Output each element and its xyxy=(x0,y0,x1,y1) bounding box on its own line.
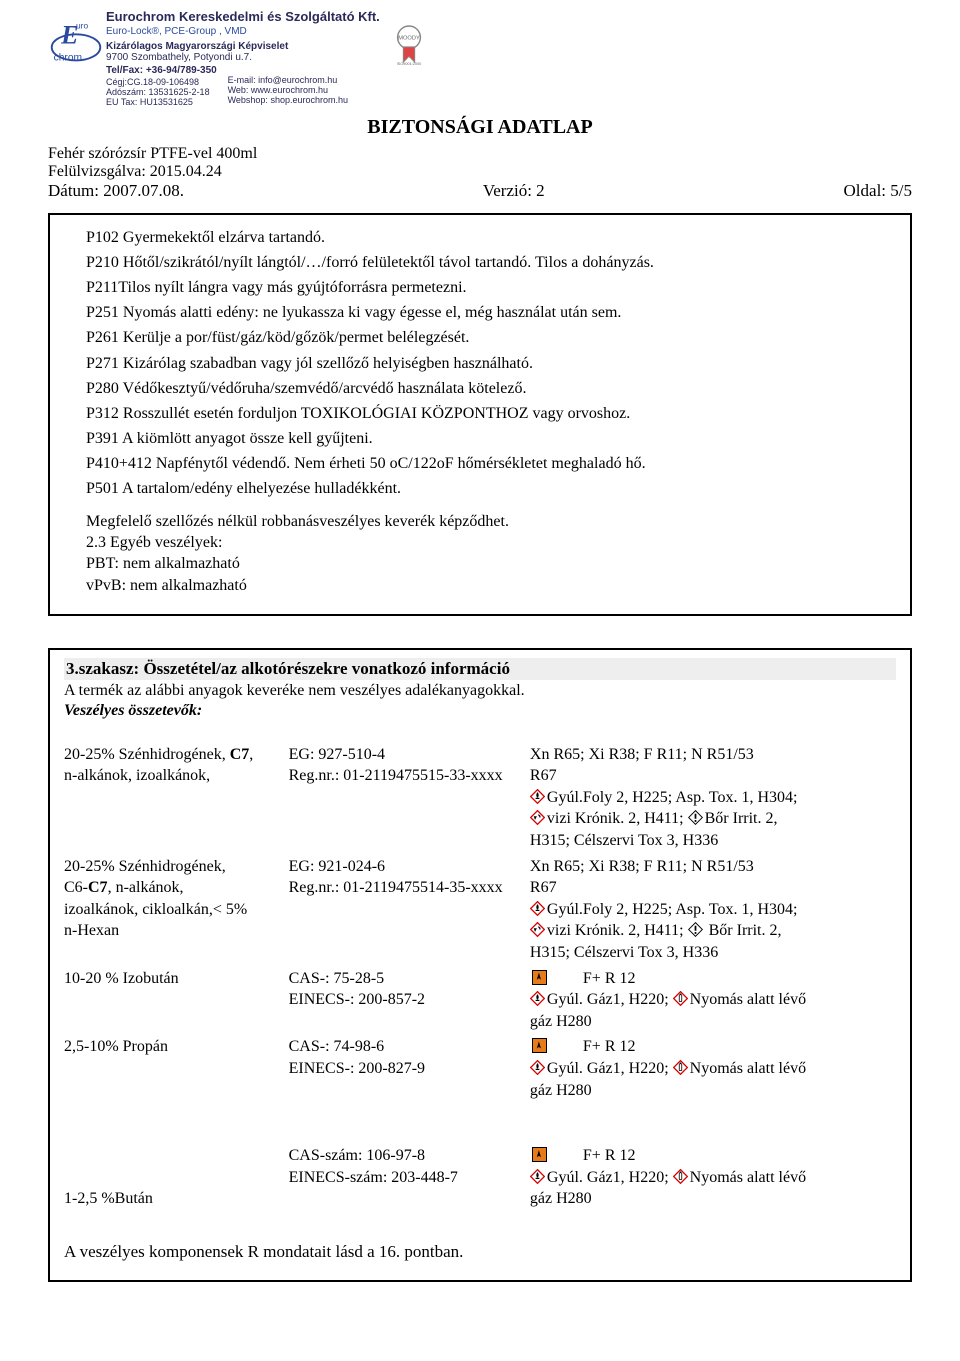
vpvb-line: vPvB: nem alkalmazható xyxy=(86,575,896,596)
gas-cylinder-icon xyxy=(673,1060,688,1075)
component-row: 20-25% Szénhidrogének, C7, n-alkánok, iz… xyxy=(64,744,896,856)
component-ids: CAS-: 75-28-5 EINECS-: 200-857-2 xyxy=(289,968,530,1037)
component-ids: EG: 921-024-6 Reg.nr.: 01-2119475514-35-… xyxy=(289,856,530,968)
explosive-note: Megfelelő szellőzés nélkül robbanásveszé… xyxy=(86,511,896,532)
p-statement: P251 Nyomás alatti edény: ne lyukassza k… xyxy=(86,302,896,323)
exclamation-icon xyxy=(688,922,703,937)
svg-text:chrom: chrom xyxy=(54,52,82,63)
footer-note: A veszélyes komponensek R mondatait lásd… xyxy=(64,1242,896,1262)
p-statement: P271 Kizárólag szabadban vagy jól szellő… xyxy=(86,353,896,374)
p-statement: P410+412 Napfénytől védendő. Nem érheti … xyxy=(86,453,896,474)
components-table: 20-25% Szénhidrogének, C7, n-alkánok, iz… xyxy=(64,744,896,1214)
p-statement: P211Tilos nyílt lángra vagy más gyújtófo… xyxy=(86,277,896,298)
environment-icon xyxy=(530,810,545,825)
address: 9700 Szombathely, Potyondi u.7. xyxy=(106,52,380,63)
logo-block: E chrom uro Eurochrom Kereskedelmi és Sz… xyxy=(48,10,428,108)
p-statement: P280 Védőkesztyű/védőruha/szemvédő/arcvé… xyxy=(86,378,896,399)
flame-icon xyxy=(530,1169,545,1184)
reg-numbers: Cégj:CG.18-09-106498 Adószám: 13531625-2… xyxy=(106,78,210,108)
flammable-square-icon xyxy=(532,1147,547,1162)
company-name: Eurochrom Kereskedelmi és Szolgáltató Kf… xyxy=(106,10,380,24)
p-statement: P501 A tartalom/edény elhelyezése hullad… xyxy=(86,478,896,499)
section-3-intro: A termék az alábbi anyagok keveréke nem … xyxy=(64,682,896,700)
section-2-box: P102 Gyermekektől elzárva tartandó. P210… xyxy=(48,213,912,616)
component-row: 10-20 % Izobután CAS-: 75-28-5 EINECS-: … xyxy=(64,968,896,1037)
component-name: 20-25% Szénhidrogének, C6-C7, n-alkánok,… xyxy=(64,856,289,968)
flammable-square-icon xyxy=(532,1038,547,1053)
exclamation-icon xyxy=(688,810,703,825)
p-statement: P261 Kerülje a por/füst/gáz/köd/gőzök/pe… xyxy=(86,327,896,348)
pbt-line: PBT: nem alkalmazható xyxy=(86,553,896,574)
component-ids: CAS-szám: 106-97-8 EINECS-szám: 203-448-… xyxy=(289,1145,530,1214)
component-name: 1-2,5 %Bután xyxy=(64,1145,289,1214)
component-row: 1-2,5 %Bután CAS-szám: 106-97-8 EINECS-s… xyxy=(64,1145,896,1214)
svg-text:ISO9001:2000: ISO9001:2000 xyxy=(397,62,422,66)
brands: Euro-Lock®, PCE-Group , VMD xyxy=(106,26,380,37)
document-title: BIZTONSÁGI ADATLAP xyxy=(48,116,912,139)
component-hazards: F+ R 12 Gyúl. Gáz1, H220; Nyomás alatt l… xyxy=(530,1036,896,1105)
flammable-square-icon xyxy=(532,970,547,985)
contact-small: E-mail: info@eurochrom.hu Web: www.euroc… xyxy=(228,76,348,108)
component-name: 2,5-10% Propán xyxy=(64,1036,289,1105)
component-name: 20-25% Szénhidrogének, C7, n-alkánok, iz… xyxy=(64,744,289,856)
cert-badge: MOODY ISO9001:2000 xyxy=(390,24,428,66)
product-name: Fehér szórózsír PTFE-vel 400ml xyxy=(48,145,912,163)
gas-cylinder-icon xyxy=(673,1169,688,1184)
component-row: 2,5-10% Propán CAS-: 74-98-6 EINECS-: 20… xyxy=(64,1036,896,1105)
issue-date: Dátum: 2007.07.08. xyxy=(48,181,184,201)
version: Verzió: 2 xyxy=(483,181,545,201)
section-3-sub: Veszélyes összetevők: xyxy=(64,702,896,720)
component-hazards: F+ R 12 Gyúl. Gáz1, H220; Nyomás alatt l… xyxy=(530,968,896,1037)
component-ids: EG: 927-510-4 Reg.nr.: 01-2119475515-33-… xyxy=(289,744,530,856)
svg-text:uro: uro xyxy=(76,21,88,31)
meta-block: Fehér szórózsír PTFE-vel 400ml Felülvizs… xyxy=(48,145,912,201)
flame-icon xyxy=(530,1060,545,1075)
p-statement: P102 Gyermekektől elzárva tartandó. xyxy=(86,227,896,248)
component-hazards: Xn R65; Xi R38; F R11; N R51/53 R67 Gyúl… xyxy=(530,856,896,968)
p-statement: P210 Hőtől/szikrától/nyílt lángtól/…/for… xyxy=(86,252,896,273)
component-name: 10-20 % Izobután xyxy=(64,968,289,1037)
revised-date: Felülvizsgálva: 2015.04.24 xyxy=(48,163,912,181)
page-number: Oldal: 5/5 xyxy=(844,181,912,201)
component-hazards: Xn R65; Xi R38; F R11; N R51/53 R67 Gyúl… xyxy=(530,744,896,856)
flame-icon xyxy=(530,789,545,804)
company-logo: E chrom uro xyxy=(48,10,104,66)
sub-2-3: 2.3 Egyéb veszélyek: xyxy=(86,532,896,553)
flame-icon xyxy=(530,901,545,916)
rep-line: Kizárólagos Magyarországi Képviselet xyxy=(106,41,380,52)
section-3-box: 3.szakasz: Összetétel/az alkotórészekre … xyxy=(48,648,912,1282)
gas-cylinder-icon xyxy=(673,991,688,1006)
flame-icon xyxy=(530,991,545,1006)
p-statement: P312 Rosszullét esetén forduljon TOXIKOL… xyxy=(86,403,896,424)
component-hazards: F+ R 12 Gyúl. Gáz1, H220; Nyomás alatt l… xyxy=(530,1145,896,1214)
p-statement: P391 A kiömlött anyagot össze kell gyűjt… xyxy=(86,428,896,449)
page: E chrom uro Eurochrom Kereskedelmi és Sz… xyxy=(0,0,960,1302)
section-3-title: 3.szakasz: Összetétel/az alkotórészekre … xyxy=(64,658,896,680)
component-ids: CAS-: 74-98-6 EINECS-: 200-827-9 xyxy=(289,1036,530,1105)
svg-text:MOODY: MOODY xyxy=(398,35,420,41)
letterhead: E chrom uro Eurochrom Kereskedelmi és Sz… xyxy=(48,10,912,108)
component-row: 20-25% Szénhidrogének, C6-C7, n-alkánok,… xyxy=(64,856,896,968)
environment-icon xyxy=(530,922,545,937)
